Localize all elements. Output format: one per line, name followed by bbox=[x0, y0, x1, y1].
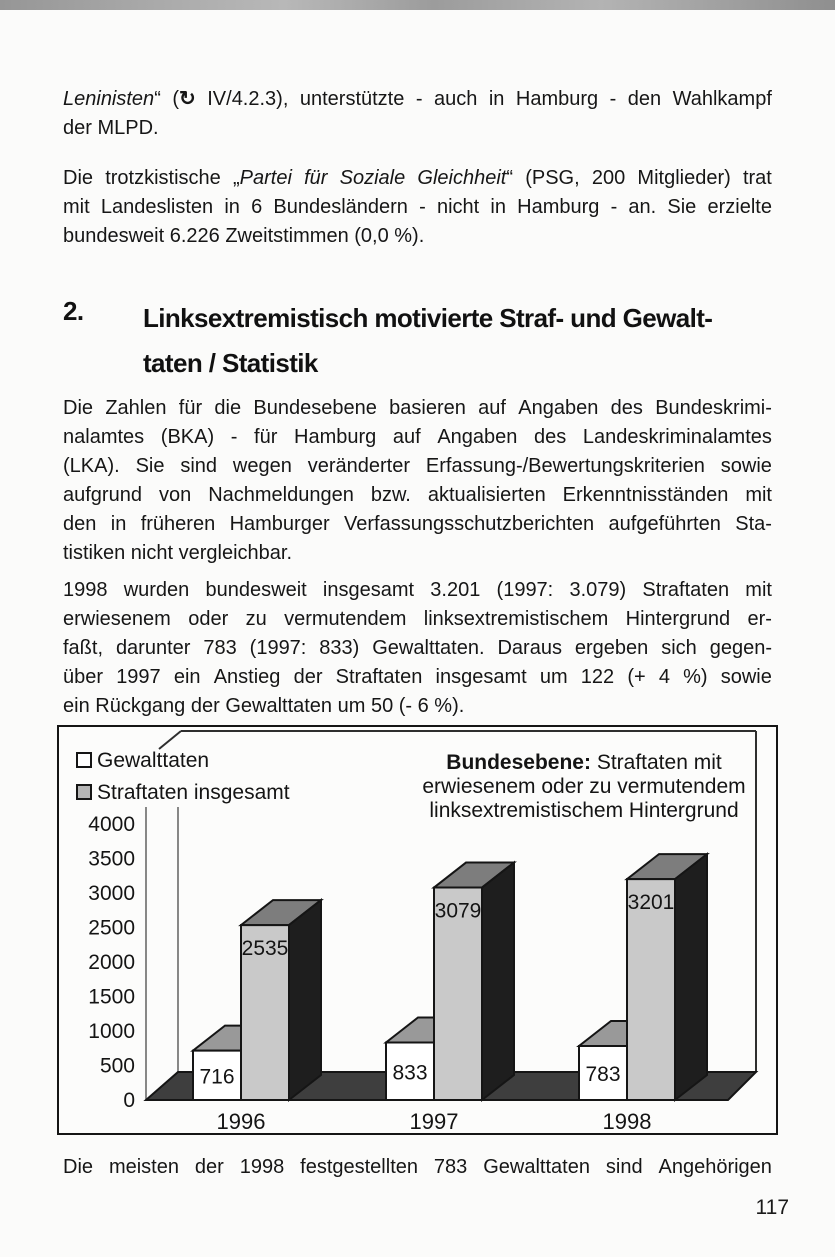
y-axis-label: 2500 bbox=[88, 917, 135, 940]
chart-title-line: erwiesenem oder zu vermutendem bbox=[422, 775, 745, 798]
bar-front-Gewalttaten-1997 bbox=[385, 1041, 435, 1101]
paragraph-statistik: 1998 wurden bundesweit insgesamt 3.201 (1997:… bbox=[63, 576, 772, 721]
text-line: 1998 wurden bundesweit insgesamt 3.201 (1997:… bbox=[63, 579, 772, 601]
page-number: 117 bbox=[755, 1196, 789, 1219]
bar-side-Straftaten insgesamt-1996 bbox=[288, 898, 322, 1103]
bar-value-label: 3079 bbox=[435, 900, 482, 923]
text-line: über 1997 ein Anstieg der Straftaten insgesamt… bbox=[63, 666, 772, 688]
legend-swatch bbox=[76, 784, 92, 800]
section-heading-lines: Linksextremistisch motivierte Straf- und… bbox=[143, 296, 713, 386]
x-axis-label: 1996 bbox=[217, 1109, 266, 1133]
paragraph-leninisten: Leninisten“ (↻ IV/4.2.3), unterstützte - auch… bbox=[63, 85, 772, 143]
y-axis-label: 4000 bbox=[88, 813, 135, 836]
y-axis-label: 0 bbox=[123, 1089, 135, 1112]
legend-swatch bbox=[76, 752, 92, 768]
text-line: mit Landeslisten in 6 Bundesländern - nicht in H… bbox=[63, 196, 772, 218]
bar-value-label: 3201 bbox=[628, 891, 675, 914]
y-axis-label: 500 bbox=[100, 1055, 135, 1078]
legend-label: Gewalttaten bbox=[97, 749, 209, 772]
text-line: (LKA). Sie sind wegen veränderter Erfassung-/… bbox=[63, 455, 772, 477]
text-line: Die Zahlen für die Bundesebene basieren auf Ang… bbox=[63, 397, 772, 419]
axis-box-top-diagonal bbox=[158, 730, 182, 750]
section-number: 2. bbox=[63, 296, 84, 326]
bar-chart-frame: 0 500 1000 1500 2000 2500 3000 3500 4000 716 2535 1… bbox=[57, 725, 778, 1135]
bar-front-Straftaten insgesamt-1996 bbox=[240, 924, 290, 1101]
text-line: faßt, darunter 783 (1997: 833) Gewalttaten. Da… bbox=[63, 637, 772, 659]
y-axis-label: 1000 bbox=[88, 1020, 135, 1043]
chart-title-line: linksextremistischem Hintergrund bbox=[429, 799, 738, 822]
text-line: Leninisten“ (↻ IV/4.2.3), unterstützte - auch… bbox=[63, 88, 772, 110]
bar-chart-svg: 0 500 1000 1500 2000 2500 3000 3500 4000 716 2535 1… bbox=[76, 730, 759, 1134]
y-axis-label: 2000 bbox=[88, 951, 135, 974]
bar-value-label: 783 bbox=[585, 1063, 620, 1086]
section-heading: 2. Linksextremistisch motivierte Straf- … bbox=[63, 296, 713, 386]
bar-value-label: 2535 bbox=[242, 937, 289, 960]
bar-front-Gewalttaten-1998 bbox=[578, 1044, 628, 1101]
text-line: bundesweit 6.226 Zweitstimmen (0,0 %). bbox=[63, 225, 425, 247]
y-axis-label: 3000 bbox=[88, 882, 135, 905]
paragraph-continuation: Die meisten der 1998 festgestellten 783 Gewalt… bbox=[63, 1153, 772, 1182]
chart-title-line: Bundesebene: Straftaten mit bbox=[446, 751, 722, 774]
bar-side-Straftaten insgesamt-1998 bbox=[674, 852, 708, 1103]
text-line: tistiken nicht vergleichbar. bbox=[63, 542, 293, 564]
section-heading-line: taten / Statistik bbox=[143, 348, 318, 378]
text-line: erwiesenem oder zu vermutendem linksextremis… bbox=[63, 608, 772, 630]
text-line: Die meisten der 1998 festgestellten 783 Gewalt… bbox=[63, 1156, 772, 1178]
text-line: ein Rückgang der Gewalttaten um 50 (- 6 … bbox=[63, 695, 465, 717]
x-axis-label: 1998 bbox=[603, 1109, 652, 1133]
scan-artifact-band bbox=[0, 0, 835, 10]
text-line: Die trotzkistische „Partei für Soziale Gleich… bbox=[63, 167, 772, 189]
section-heading-line: Linksextremistisch motivierte Straf- und… bbox=[143, 303, 713, 333]
y-axis-label: 3500 bbox=[88, 848, 135, 871]
bar-value-label: 833 bbox=[392, 1061, 427, 1084]
y-axis-label: 1500 bbox=[88, 986, 135, 1009]
bar-front-Straftaten insgesamt-1998 bbox=[626, 878, 676, 1101]
x-axis-label: 1997 bbox=[410, 1109, 459, 1133]
bar-side-Straftaten insgesamt-1997 bbox=[481, 860, 515, 1103]
legend-label: Straftaten insgesamt bbox=[97, 781, 290, 804]
paragraph-psg: Die trotzkistische „Partei für Soziale Gleich… bbox=[63, 164, 772, 251]
text-line: nalamtes (BKA) - für Hamburg auf Angaben des Lan… bbox=[63, 426, 772, 448]
bar-front-Gewalttaten-1996 bbox=[192, 1049, 242, 1101]
text-line: der MLPD. bbox=[63, 117, 159, 139]
bar-front-Straftaten insgesamt-1997 bbox=[433, 886, 483, 1101]
text-line: den in früheren Hamburger Verfassungsschutzb… bbox=[63, 513, 772, 535]
text-line: aufgrund von Nachmeldungen bzw. aktualisiert… bbox=[63, 484, 772, 506]
bar-value-label: 716 bbox=[199, 1065, 234, 1088]
paragraph-quellen: Die Zahlen für die Bundesebene basieren auf Ang… bbox=[63, 394, 772, 568]
